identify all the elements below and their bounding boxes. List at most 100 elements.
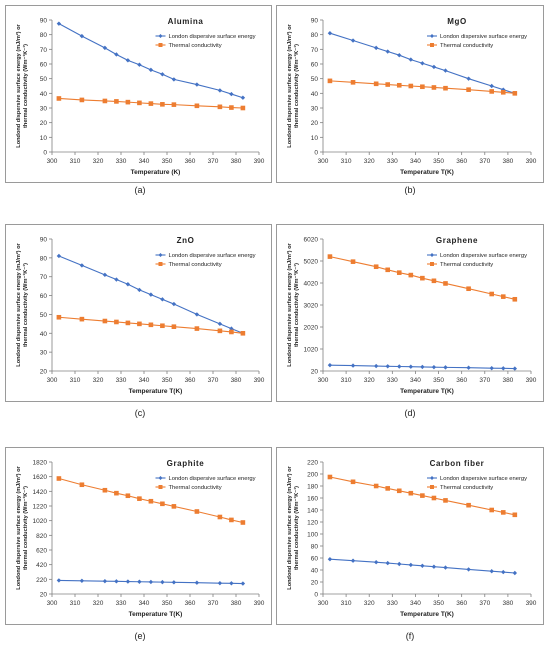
data-point bbox=[114, 52, 119, 57]
x-tick-label: 330 bbox=[116, 377, 127, 384]
data-point bbox=[350, 363, 356, 368]
data-point bbox=[397, 561, 402, 567]
data-point bbox=[501, 366, 506, 371]
y-tick-label: 50 bbox=[40, 76, 48, 83]
y-tick-label: 620 bbox=[36, 548, 47, 555]
data-point bbox=[194, 326, 200, 331]
data-point bbox=[79, 263, 85, 268]
data-point bbox=[114, 99, 119, 104]
y-tick-label: 50 bbox=[311, 76, 319, 83]
data-point bbox=[160, 297, 165, 302]
data-point bbox=[466, 87, 471, 92]
data-point bbox=[466, 365, 471, 370]
x-tick-label: 330 bbox=[387, 377, 398, 384]
caption-a: (a) bbox=[134, 185, 146, 195]
data-point bbox=[160, 323, 165, 329]
x-tick-label: 350 bbox=[162, 158, 173, 165]
x-tick-label: 380 bbox=[502, 600, 513, 607]
chart-title: Carbon fiber bbox=[430, 459, 485, 468]
data-point bbox=[160, 72, 165, 77]
data-point bbox=[431, 64, 437, 70]
data-point bbox=[501, 87, 506, 92]
legend-entry: London dispersive surface energy bbox=[169, 476, 256, 482]
y-tick-label: 1020 bbox=[33, 518, 48, 525]
y-tick-label: 0 bbox=[43, 150, 47, 157]
x-tick-label: 330 bbox=[116, 600, 127, 607]
x-tick-label: 380 bbox=[231, 377, 242, 384]
y-axis-label: Londond dispersive surface energy (mJ/m²… bbox=[15, 465, 29, 589]
chart-graphene: 20 1020 2020 3020 4020 5020 6020 300 310 320 330 34… bbox=[286, 236, 537, 395]
y-tick-label: 40 bbox=[40, 331, 48, 338]
data-point bbox=[125, 58, 131, 63]
x-tick-label: 370 bbox=[208, 600, 219, 607]
data-point bbox=[512, 570, 518, 576]
x-tick-label: 350 bbox=[162, 600, 173, 607]
data-point bbox=[217, 328, 223, 334]
data-point bbox=[420, 563, 425, 568]
data-point bbox=[194, 509, 200, 514]
x-tick-label: 350 bbox=[162, 377, 173, 384]
data-point bbox=[512, 366, 518, 371]
chart-panel-carbon-fiber: 0 20 40 60 80 100 120 140 160 180 200 220 300 310 320 3… bbox=[276, 447, 544, 625]
y-tick-label: 20 bbox=[311, 580, 319, 587]
data-point bbox=[102, 318, 108, 324]
x-tick-label: 320 bbox=[93, 158, 104, 165]
y-tick-label: 70 bbox=[311, 47, 319, 54]
legend-marker bbox=[430, 485, 434, 489]
y-tick-label: 30 bbox=[311, 106, 319, 113]
data-point bbox=[56, 476, 62, 481]
x-tick-label: 300 bbox=[47, 158, 58, 165]
x-tick-label: 380 bbox=[502, 377, 513, 384]
y-tick-label: 4020 bbox=[304, 281, 319, 288]
x-tick-label: 340 bbox=[139, 600, 150, 607]
y-tick-label: 80 bbox=[40, 255, 48, 262]
y-tick-label: 160 bbox=[307, 496, 318, 503]
x-axis-label: Temperature T(K) bbox=[400, 611, 454, 618]
y-tick-label: 1020 bbox=[304, 347, 319, 354]
data-point bbox=[420, 275, 425, 281]
y-tick-label: 180 bbox=[307, 484, 318, 491]
data-point bbox=[240, 520, 246, 525]
data-point bbox=[512, 512, 518, 518]
data-point bbox=[114, 277, 119, 282]
x-tick-label: 300 bbox=[47, 377, 58, 384]
data-point bbox=[79, 578, 85, 583]
data-point bbox=[396, 488, 402, 494]
data-point bbox=[431, 564, 437, 569]
legend-entry: Thermal conductivity bbox=[440, 43, 493, 49]
y-tick-label: 40 bbox=[311, 568, 319, 575]
y-tick-label: 40 bbox=[40, 91, 48, 98]
data-point bbox=[114, 319, 119, 325]
y-tick-label: 60 bbox=[40, 293, 48, 300]
chart-panel-mgo: 0 10 20 30 40 50 60 70 80 90 300 310 320 330 340 350 360… bbox=[276, 5, 544, 183]
chart-title: Alumina bbox=[168, 17, 204, 26]
chart-panel-alumina: 0 10 20 30 40 50 60 70 80 90 300 310 320 330 340 350 360… bbox=[5, 5, 272, 183]
x-tick-label: 390 bbox=[254, 158, 265, 165]
legend-entry: London dispersive surface energy bbox=[440, 476, 527, 482]
data-point bbox=[79, 482, 85, 488]
data-point bbox=[137, 62, 142, 67]
x-axis-label: Temperature (K) bbox=[131, 169, 181, 176]
y-axis-label: Londond dispersive surface energy (mJ/m²… bbox=[15, 242, 29, 366]
data-point bbox=[443, 85, 448, 91]
data-point bbox=[350, 558, 356, 563]
legend-entry: London dispersive surface energy bbox=[169, 253, 256, 259]
data-point bbox=[229, 517, 234, 523]
data-point bbox=[327, 362, 333, 368]
y-tick-label: 80 bbox=[311, 32, 319, 39]
legend-marker bbox=[430, 43, 434, 47]
data-point bbox=[408, 490, 414, 496]
y-tick-label: 60 bbox=[311, 62, 319, 69]
data-point bbox=[466, 286, 471, 292]
y-tick-label: 40 bbox=[311, 91, 319, 98]
y-tick-label: 50 bbox=[40, 312, 48, 319]
legend-marker bbox=[158, 476, 163, 480]
data-point bbox=[489, 291, 495, 297]
y-tick-label: 70 bbox=[40, 47, 48, 54]
legend-marker bbox=[430, 34, 434, 38]
x-tick-label: 310 bbox=[341, 600, 352, 607]
x-tick-label: 300 bbox=[318, 600, 329, 607]
legend-marker bbox=[430, 476, 434, 480]
chart-mgo: 0 10 20 30 40 50 60 70 80 90 300 310 320 330 340 350 360… bbox=[286, 17, 537, 176]
data-point bbox=[512, 91, 518, 96]
